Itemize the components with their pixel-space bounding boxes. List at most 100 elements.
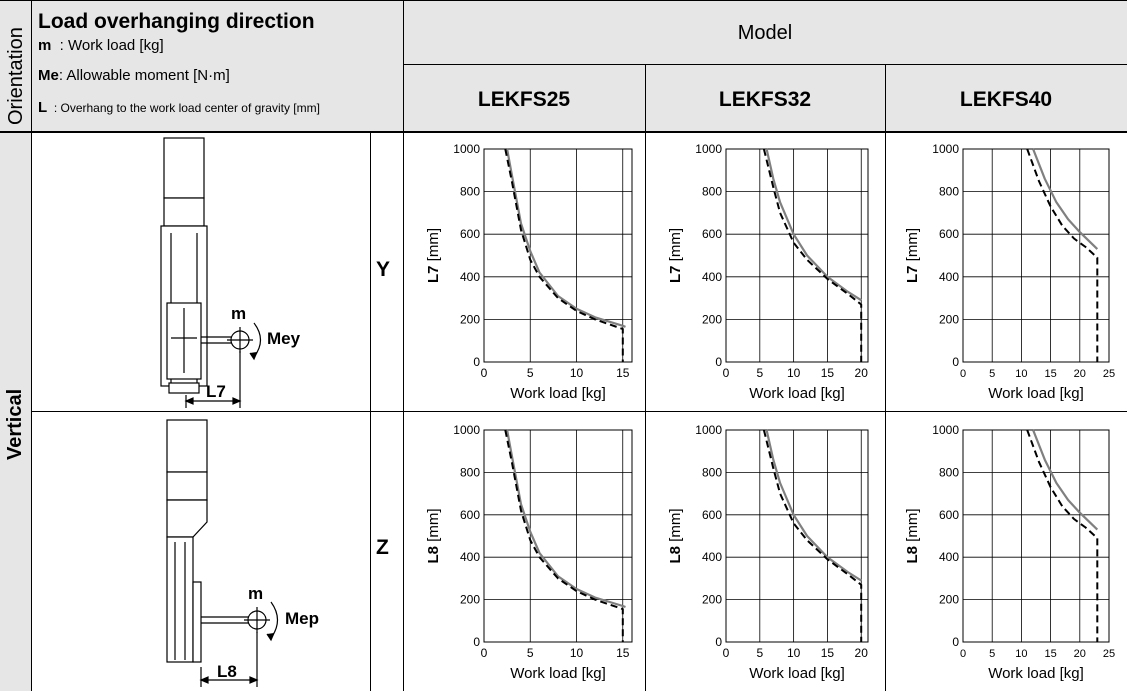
x-tick-label: 5 [756,646,763,660]
y-axis-label: L7 [mm] [425,228,442,283]
y-tick-label: 600 [939,227,959,241]
x-tick-label: 0 [723,646,730,660]
overhang-label-z: L8 [217,662,237,681]
y-axis-label: L8 [mm] [425,508,442,563]
col-divider-2 [403,0,404,691]
y-tick-label: 200 [939,312,959,326]
solid-limit-line [765,148,862,302]
model-header-cell [403,0,1127,131]
x-tick-label: 10 [787,366,801,380]
y-tick-label: 200 [702,312,722,326]
y-tick-label: 600 [939,508,959,522]
y-tick-label: 800 [702,185,722,199]
mass-label-y: m [231,304,246,323]
moment-label-y: Mey [267,329,301,348]
y-tick-label: 800 [939,465,959,479]
solid-limit-line [765,429,862,582]
x-axis-label: Work load [kg] [749,665,845,682]
chart-lekfs32-z: 0 200 400 600 800 1000 0 5 10 15 20 Work load [kg] L… [667,423,869,682]
legend-l-key: L [38,99,48,116]
y-axis-label-unit: [mm] [425,228,442,261]
model-header-label: Model [737,22,793,44]
plot-frame [725,148,869,363]
col-divider-3 [645,64,646,691]
y-tick-label: 800 [460,465,480,479]
y-tick-label: 800 [939,185,959,199]
x-axis-label: Work load [kg] [988,385,1084,402]
legend-line-me: Me: Allowable moment [N·m] [38,67,230,85]
overhang-label-y: L7 [206,382,226,401]
y-axis-label: L8 [mm] [667,508,684,563]
y-tick-label: 200 [939,593,959,607]
y-tick-label: 400 [702,550,722,564]
x-axis-label: Work load [kg] [510,385,606,402]
y-tick-label: 1000 [932,142,959,156]
y-tick-label: 600 [460,508,480,522]
actuator-diagram-y: m Mey L7 [160,137,301,408]
col-divider-1 [31,0,32,691]
plot-frame [962,429,1110,643]
x-tick-label: 15 [616,646,630,660]
y-axis-label-key: L7 [667,261,684,283]
solid-limit-line [1032,148,1099,250]
y-tick-label: 400 [460,550,480,564]
solid-limit-line [506,148,626,328]
plot-frame [725,429,869,643]
row-divider [31,411,1127,412]
y-axis-label-key: L8 [667,542,684,564]
x-tick-label: 20 [855,366,869,380]
dashed-limit-line [504,429,624,642]
x-tick-label: 15 [821,366,835,380]
x-tick-label: 20 [855,646,869,660]
y-axis-label: L7 [mm] [904,228,921,283]
y-tick-label: 0 [715,355,722,369]
y-axis-label-unit: [mm] [667,228,684,261]
x-tick-label: 25 [1103,648,1115,660]
x-tick-label: 15 [616,366,630,380]
model-name-lekfs32: LEKFS32 [718,88,812,111]
model-name-lekfs25: LEKFS25 [477,88,571,111]
axis-letter-z: Z [376,536,389,559]
y-axis-label-key: L8 [904,542,921,564]
x-tick-label: 0 [960,648,966,660]
y-tick-label: 800 [702,465,722,479]
y-tick-label: 1000 [453,423,480,437]
header-bottom-border [0,131,1127,133]
y-tick-label: 1000 [453,142,480,156]
chart-lekfs40-y: 0 200 400 600 800 1000 0 5 10 15 20 25 Work load [kg… [904,142,1115,402]
legend-m-text: : Work load [kg] [51,37,164,54]
plot-frame [483,429,633,643]
solid-limit-line [1032,429,1099,531]
y-axis-label-unit: [mm] [904,508,921,541]
y-tick-label: 1000 [695,142,722,156]
dashed-limit-line [762,429,863,642]
y-tick-label: 0 [715,635,722,649]
mass-label-z: m [248,584,263,603]
y-axis-label: L7 [mm] [667,228,684,283]
model-divider [403,64,1127,65]
y-axis-label-unit: [mm] [904,228,921,261]
y-tick-label: 200 [702,593,722,607]
y-axis-label-unit: [mm] [425,508,442,541]
x-tick-label: 15 [1044,368,1056,380]
y-axis-label: L8 [mm] [904,508,921,563]
x-tick-label: 5 [527,366,534,380]
plot-frame [483,148,633,363]
x-tick-label: 10 [1015,368,1027,380]
y-tick-label: 400 [939,550,959,564]
x-tick-label: 10 [1015,648,1027,660]
col-divider-4 [885,64,886,691]
x-tick-label: 10 [570,646,584,660]
chart-lekfs25-z: 0 200 400 600 800 1000 0 5 10 15 Work load [kg] L8 … [425,423,633,682]
y-axis-label-key: L8 [425,542,442,564]
x-tick-label: 0 [960,368,966,380]
x-tick-label: 15 [1044,648,1056,660]
y-tick-label: 1000 [695,423,722,437]
load-direction-title-text: Load overhanging direction [38,10,315,33]
x-tick-label: 5 [989,368,995,380]
x-tick-label: 5 [527,646,534,660]
x-tick-label: 5 [756,366,763,380]
y-tick-label: 800 [460,185,480,199]
x-tick-label: 25 [1103,368,1115,380]
legend-m-key: m [38,37,52,54]
